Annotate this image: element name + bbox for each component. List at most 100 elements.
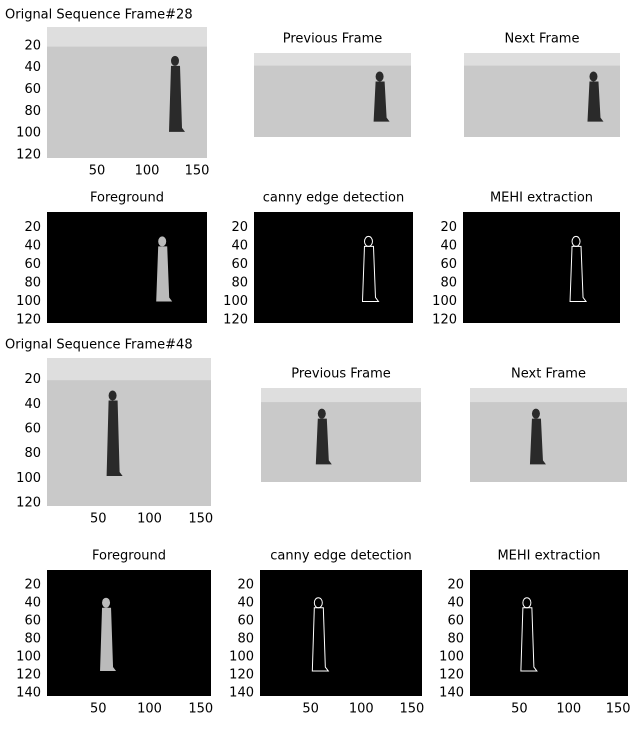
x-tick-label: 150 bbox=[188, 702, 213, 717]
x-tick-label: 150 bbox=[188, 512, 213, 527]
y-tick-label: 40 bbox=[237, 596, 254, 611]
figure: Orignal Sequence Frame#28 Orignal Sequen… bbox=[0, 0, 630, 737]
y-tick-label: 60 bbox=[237, 614, 254, 629]
y-tick-label: 100 bbox=[16, 126, 41, 141]
y-tick-label: 40 bbox=[447, 596, 464, 611]
x-tick-label: 150 bbox=[185, 164, 210, 179]
x-tick-label: 100 bbox=[349, 702, 374, 717]
panel: Previous Frame bbox=[261, 367, 421, 483]
image bbox=[470, 570, 628, 696]
panel: 20 40 60 80 100 120 50 100 150 bbox=[16, 27, 209, 179]
y-tick-label: 120 bbox=[16, 148, 41, 163]
x-tick-label: 100 bbox=[556, 702, 581, 717]
panel-title: canny edge detection bbox=[263, 191, 404, 206]
image-sky bbox=[464, 53, 620, 66]
y-tick-label: 60 bbox=[447, 614, 464, 629]
image-sky bbox=[47, 358, 211, 380]
image bbox=[463, 212, 620, 323]
y-tick-label: 20 bbox=[237, 578, 254, 593]
x-tick-label: 50 bbox=[90, 512, 107, 527]
image-sky bbox=[254, 53, 411, 66]
y-tick-label: 80 bbox=[24, 276, 41, 291]
panel-title: Foreground bbox=[90, 191, 164, 206]
y-tick-label: 20 bbox=[24, 220, 41, 235]
panel-title: Previous Frame bbox=[291, 367, 391, 382]
panel-title: Previous Frame bbox=[283, 32, 383, 47]
y-tick-label: 60 bbox=[231, 257, 248, 272]
y-tick-label: 100 bbox=[229, 650, 254, 665]
y-tick-label: 100 bbox=[439, 650, 464, 665]
x-tick-label: 50 bbox=[511, 702, 528, 717]
y-tick-label: 120 bbox=[229, 668, 254, 683]
y-tick-label: 80 bbox=[447, 632, 464, 647]
panel-title: MEHI extraction bbox=[490, 191, 593, 206]
head bbox=[171, 56, 179, 66]
head bbox=[532, 409, 540, 419]
y-tick-label: 20 bbox=[24, 38, 41, 53]
y-tick-label: 60 bbox=[24, 82, 41, 97]
y-tick-label: 140 bbox=[439, 686, 464, 701]
block-title: Orignal Sequence Frame#48 bbox=[5, 338, 193, 353]
y-tick-label: 40 bbox=[24, 60, 41, 75]
head bbox=[589, 71, 597, 81]
y-tick-label: 100 bbox=[16, 650, 41, 665]
y-tick-label: 80 bbox=[24, 104, 41, 119]
y-tick-label: 120 bbox=[223, 313, 248, 328]
y-tick-label: 100 bbox=[16, 294, 41, 309]
panel-title: Next Frame bbox=[505, 32, 580, 47]
y-tick-label: 100 bbox=[16, 471, 41, 486]
y-tick-label: 40 bbox=[24, 397, 41, 412]
panel-title: MEHI extraction bbox=[497, 549, 600, 564]
x-tick-label: 50 bbox=[90, 702, 107, 717]
head bbox=[109, 391, 117, 401]
x-tick-label: 100 bbox=[137, 512, 162, 527]
panel: Foreground 20 40 60 80 100 120 140 50 100 150 bbox=[16, 549, 213, 717]
y-tick-label: 80 bbox=[24, 632, 41, 647]
y-tick-label: 60 bbox=[440, 257, 457, 272]
panel: Previous Frame bbox=[254, 32, 411, 138]
y-tick-label: 80 bbox=[237, 632, 254, 647]
image-sky bbox=[261, 388, 421, 402]
y-tick-label: 80 bbox=[231, 276, 248, 291]
y-tick-label: 20 bbox=[231, 220, 248, 235]
y-tick-label: 40 bbox=[24, 596, 41, 611]
panel: Next Frame bbox=[464, 32, 620, 138]
x-tick-label: 100 bbox=[135, 164, 160, 179]
panel: canny edge detection 20 40 60 80 100 120 140 50 1… bbox=[229, 549, 424, 717]
x-tick-label: 50 bbox=[302, 702, 319, 717]
image bbox=[47, 212, 207, 323]
y-tick-label: 60 bbox=[24, 614, 41, 629]
y-tick-label: 60 bbox=[24, 422, 41, 437]
head bbox=[376, 71, 384, 81]
panel: Foreground 20 40 60 80 100 120 bbox=[16, 191, 207, 328]
panel: Next Frame bbox=[470, 367, 627, 483]
y-tick-label: 120 bbox=[16, 313, 41, 328]
panel-title: Foreground bbox=[92, 549, 166, 564]
head bbox=[318, 409, 326, 419]
image bbox=[47, 570, 211, 696]
y-tick-label: 20 bbox=[24, 578, 41, 593]
y-tick-label: 80 bbox=[24, 446, 41, 461]
panel-title: canny edge detection bbox=[270, 549, 411, 564]
y-tick-label: 120 bbox=[16, 668, 41, 683]
y-tick-label: 80 bbox=[440, 276, 457, 291]
y-tick-label: 40 bbox=[24, 239, 41, 254]
x-tick-label: 50 bbox=[89, 164, 106, 179]
panel: canny edge detection 20 40 60 80 100 120 bbox=[223, 191, 413, 328]
y-tick-label: 100 bbox=[223, 294, 248, 309]
y-tick-label: 140 bbox=[229, 686, 254, 701]
x-tick-label: 100 bbox=[137, 702, 162, 717]
y-tick-label: 140 bbox=[16, 686, 41, 701]
block-title: Orignal Sequence Frame#28 bbox=[5, 8, 193, 23]
y-tick-label: 100 bbox=[432, 294, 457, 309]
x-tick-label: 150 bbox=[399, 702, 424, 717]
image bbox=[260, 570, 422, 696]
y-tick-label: 40 bbox=[231, 239, 248, 254]
y-tick-label: 20 bbox=[24, 372, 41, 387]
y-tick-label: 60 bbox=[24, 257, 41, 272]
image-sky bbox=[47, 27, 207, 47]
image-sky bbox=[470, 388, 627, 402]
